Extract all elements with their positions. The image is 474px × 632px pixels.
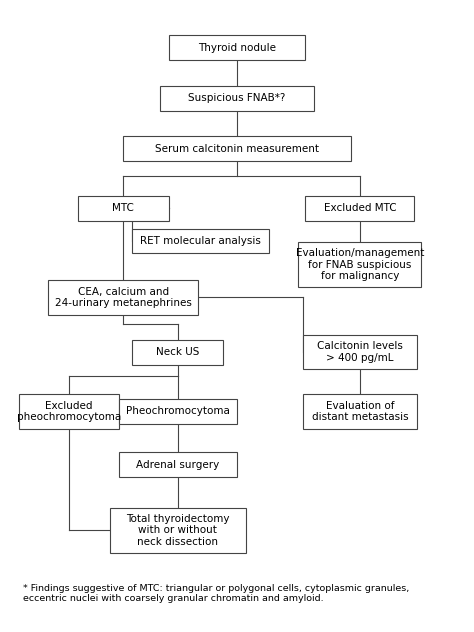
FancyBboxPatch shape (123, 137, 351, 161)
FancyBboxPatch shape (305, 196, 414, 221)
FancyBboxPatch shape (48, 280, 198, 315)
Text: Pheochromocytoma: Pheochromocytoma (126, 406, 230, 416)
FancyBboxPatch shape (303, 335, 417, 369)
FancyBboxPatch shape (78, 196, 169, 221)
Text: Evaluation of
distant metastasis: Evaluation of distant metastasis (311, 401, 408, 422)
FancyBboxPatch shape (299, 243, 421, 287)
FancyBboxPatch shape (303, 394, 417, 428)
Text: Excluded
pheochromocytoma: Excluded pheochromocytoma (17, 401, 121, 422)
Text: Suspicious FNAB*?: Suspicious FNAB*? (188, 94, 286, 104)
FancyBboxPatch shape (169, 35, 305, 61)
Text: * Findings suggestive of MTC: triangular or polygonal cells, cytoplasmic granule: * Findings suggestive of MTC: triangular… (23, 584, 410, 603)
Text: Adrenal surgery: Adrenal surgery (136, 460, 219, 470)
Text: CEA, calcium and
24-urinary metanephrines: CEA, calcium and 24-urinary metanephrine… (55, 287, 191, 308)
Text: MTC: MTC (112, 204, 134, 214)
Text: Evaluation/management
for FNAB suspicious
for malignancy: Evaluation/management for FNAB suspiciou… (296, 248, 424, 281)
Text: Excluded MTC: Excluded MTC (324, 204, 396, 214)
Text: RET molecular analysis: RET molecular analysis (140, 236, 261, 246)
FancyBboxPatch shape (118, 453, 237, 477)
FancyBboxPatch shape (132, 339, 223, 365)
FancyBboxPatch shape (132, 229, 269, 253)
FancyBboxPatch shape (109, 508, 246, 552)
Text: Calcitonin levels
> 400 pg/mL: Calcitonin levels > 400 pg/mL (317, 341, 403, 363)
FancyBboxPatch shape (18, 394, 118, 428)
Text: Serum calcitonin measurement: Serum calcitonin measurement (155, 144, 319, 154)
FancyBboxPatch shape (160, 86, 314, 111)
Text: Total thyroidectomy
with or without
neck dissection: Total thyroidectomy with or without neck… (126, 514, 229, 547)
Text: Thyroid nodule: Thyroid nodule (198, 43, 276, 53)
FancyBboxPatch shape (118, 399, 237, 424)
Text: Neck US: Neck US (156, 347, 200, 357)
